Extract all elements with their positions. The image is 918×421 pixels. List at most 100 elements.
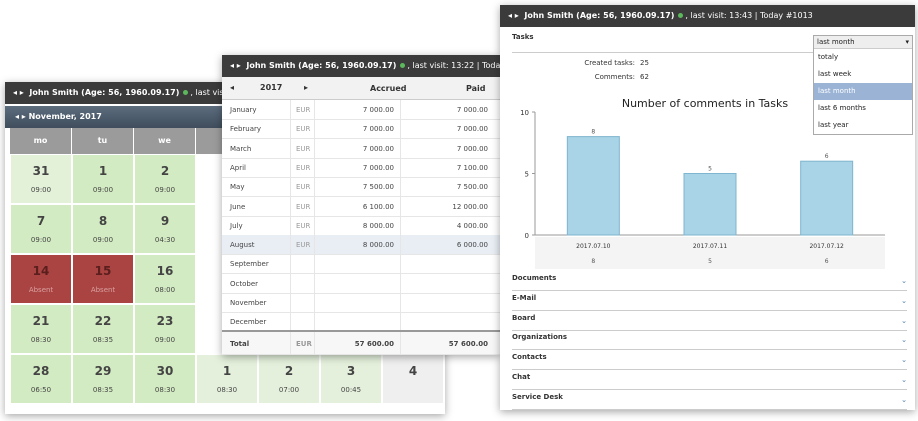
ledger-cell: September bbox=[230, 260, 269, 269]
visit-time: 09:00 bbox=[154, 186, 176, 194]
column-divider bbox=[290, 235, 291, 255]
calendar-day[interactable]: 30 08:30 bbox=[134, 354, 196, 404]
ledger-cell: EUR bbox=[296, 183, 311, 192]
dropdown-option[interactable]: totaly bbox=[818, 53, 839, 61]
calendar-day[interactable]: 16 08:00 bbox=[134, 254, 196, 304]
column-divider bbox=[314, 100, 315, 119]
dropdown-option[interactable]: last month bbox=[814, 83, 912, 100]
section-header[interactable]: Service Desk ⌄ bbox=[512, 390, 907, 410]
column-divider bbox=[314, 273, 315, 293]
bar bbox=[566, 136, 620, 236]
ledger-cell: 7 000.00 bbox=[362, 163, 394, 172]
section-header[interactable]: Tasks bbox=[512, 33, 907, 53]
patient-name: John Smith (Age: 56, 1960.09.17) bbox=[524, 11, 675, 20]
column-divider bbox=[290, 138, 291, 158]
weekday-header: we bbox=[134, 128, 196, 154]
visit-time: 07:00 bbox=[278, 386, 300, 394]
patient-name: John Smith (Age: 56, 1960.09.17) bbox=[246, 61, 397, 70]
calendar-day[interactable]: 8 09:00 bbox=[72, 204, 134, 254]
dropdown-option[interactable]: last year bbox=[818, 121, 849, 129]
section-title: Board bbox=[512, 313, 536, 322]
calendar-day[interactable]: 29 08:35 bbox=[72, 354, 134, 404]
ledger-row: April EUR 7 000.00 7 100.00 bbox=[222, 157, 500, 178]
calendar-day[interactable]: 2 09:00 bbox=[134, 154, 196, 204]
day-number: 29 bbox=[94, 364, 112, 378]
calendar-day[interactable]: 21 08:30 bbox=[10, 304, 72, 354]
day-number: 23 bbox=[156, 314, 174, 328]
section-title: E-Mail bbox=[512, 293, 537, 302]
section-header[interactable]: Documents ⌄ bbox=[512, 271, 907, 291]
section-header[interactable]: Board ⌄ bbox=[512, 311, 907, 331]
day-number: 2 bbox=[284, 364, 294, 378]
calendar-day[interactable]: 2 07:00 bbox=[258, 354, 320, 404]
ledger-cell: Total bbox=[230, 340, 250, 348]
section-header[interactable]: Contacts ⌄ bbox=[512, 350, 907, 371]
expand-chevron: ⌄ bbox=[901, 277, 907, 285]
calendar-day[interactable]: 23 09:00 bbox=[134, 304, 196, 354]
dropdown-option[interactable]: last week bbox=[818, 70, 852, 78]
column-divider bbox=[290, 312, 291, 332]
calendar-day[interactable]: 1 09:00 bbox=[72, 154, 134, 204]
column-divider bbox=[314, 332, 315, 354]
section-header[interactable]: Organizations ⌄ bbox=[512, 330, 907, 351]
ledger-cell: 4 000.00 bbox=[456, 221, 488, 230]
ledger-cell: 57 600.00 bbox=[448, 340, 488, 348]
visit-time: 08:30 bbox=[30, 336, 52, 344]
tasks-panel: ◂ ▸ John Smith (Age: 56, 1960.09.17), la… bbox=[500, 5, 915, 410]
value-row-label: 6 bbox=[825, 258, 829, 265]
visit-time: 09:00 bbox=[30, 186, 52, 194]
day-number: 14 bbox=[32, 264, 50, 278]
day-number: 1 bbox=[98, 164, 108, 178]
ledger-row: July EUR 8 000.00 4 000.00 bbox=[222, 215, 500, 236]
calendar-day[interactable]: 14 Absent bbox=[10, 254, 72, 304]
calendar-day[interactable]: 28 06:50 bbox=[10, 354, 72, 404]
calendar-day[interactable]: 4 bbox=[382, 354, 444, 404]
dropdown-value[interactable]: last month ▾ bbox=[814, 36, 912, 49]
stat-label: Created tasks: bbox=[584, 59, 635, 67]
visit-time: 08:30 bbox=[216, 386, 238, 394]
calendar-day[interactable]: 22 08:35 bbox=[72, 304, 134, 354]
calendar-day[interactable]: 9 04:30 bbox=[134, 204, 196, 254]
day-number: 3 bbox=[346, 364, 356, 378]
data-label: 5 bbox=[708, 166, 712, 173]
column-divider bbox=[314, 119, 315, 139]
section-header[interactable]: Chat ⌄ bbox=[512, 370, 907, 390]
ledger-row: October bbox=[222, 273, 500, 294]
day-number: 28 bbox=[32, 364, 50, 378]
section-header[interactable]: E-Mail ⌄ bbox=[512, 291, 907, 311]
patient-name: John Smith (Age: 56, 1960.09.17) bbox=[29, 88, 180, 97]
ledger-cell: 6 000.00 bbox=[456, 241, 488, 250]
day-number: 30 bbox=[156, 364, 174, 378]
column-divider bbox=[290, 293, 291, 312]
calendar-day[interactable]: 31 09:00 bbox=[10, 154, 72, 204]
x-tick-label: 2017.07.11 bbox=[693, 243, 728, 250]
column-divider bbox=[314, 157, 315, 177]
calendar-day[interactable]: 7 09:00 bbox=[10, 204, 72, 254]
visit-time: 06:50 bbox=[30, 386, 52, 394]
calendar-day[interactable]: 3 00:45 bbox=[320, 354, 382, 404]
column-divider bbox=[400, 293, 401, 312]
dropdown-option[interactable]: last 6 months bbox=[818, 104, 866, 112]
visit-time: 09:00 bbox=[92, 186, 114, 194]
column-divider bbox=[400, 196, 401, 216]
weekday-header: tu bbox=[72, 128, 134, 154]
x-tick-label: 2017.07.12 bbox=[809, 243, 844, 250]
prev-year[interactable]: ◂ bbox=[230, 83, 235, 92]
column-divider bbox=[314, 177, 315, 197]
next-year[interactable]: ▸ bbox=[304, 83, 309, 92]
weekday-header: mo bbox=[10, 128, 72, 154]
column-divider bbox=[290, 332, 291, 354]
section-title: Organizations bbox=[512, 333, 568, 342]
column-header: Paid bbox=[466, 84, 486, 93]
period-dropdown[interactable]: last month ▾ totaly last week last month las… bbox=[813, 35, 913, 135]
calendar-day[interactable]: 15 Absent bbox=[72, 254, 134, 304]
calendar-day[interactable]: 1 08:30 bbox=[196, 354, 258, 404]
ledger-row: September bbox=[222, 254, 500, 275]
value-row-label: 8 bbox=[591, 258, 595, 265]
column-divider bbox=[400, 332, 401, 354]
column-divider bbox=[290, 196, 291, 216]
patient-header: ◂ ▸ John Smith (Age: 56, 1960.09.17), la… bbox=[222, 55, 500, 77]
visit-time: 08:30 bbox=[154, 386, 176, 394]
column-divider bbox=[290, 254, 291, 274]
expand-chevron: ⌄ bbox=[901, 336, 907, 345]
